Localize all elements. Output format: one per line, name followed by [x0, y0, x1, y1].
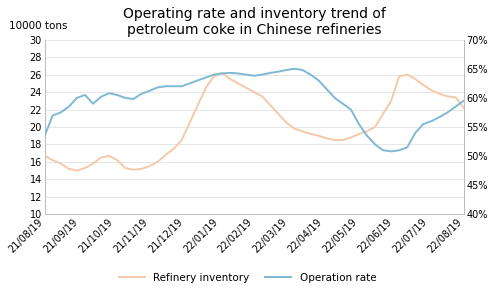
- Refinery inventory: [74, 169, 80, 172]
- Refinery inventory: [380, 112, 386, 116]
- Refinery inventory: [461, 106, 467, 109]
- Operation rate: [316, 79, 322, 82]
- Legend: Refinery inventory, Operation rate: Refinery inventory, Operation rate: [119, 273, 376, 283]
- Refinery inventory: [219, 71, 225, 74]
- Title: Operating rate and inventory trend of
petroleum coke in Chinese refineries: Operating rate and inventory trend of pe…: [123, 7, 386, 37]
- Operation rate: [292, 67, 297, 70]
- Line: Refinery inventory: Refinery inventory: [45, 73, 464, 171]
- Operation rate: [372, 143, 378, 146]
- Refinery inventory: [299, 129, 305, 133]
- Operation rate: [299, 68, 305, 72]
- Refinery inventory: [42, 154, 48, 157]
- Operation rate: [388, 150, 394, 153]
- Operation rate: [42, 134, 48, 137]
- Operation rate: [154, 86, 160, 89]
- Line: Operation rate: Operation rate: [45, 69, 464, 151]
- Refinery inventory: [332, 138, 338, 142]
- Text: 10000 tons: 10000 tons: [9, 21, 68, 31]
- Operation rate: [461, 99, 467, 102]
- Refinery inventory: [324, 136, 330, 140]
- Operation rate: [284, 68, 290, 72]
- Operation rate: [324, 87, 330, 91]
- Refinery inventory: [307, 132, 313, 136]
- Refinery inventory: [162, 153, 168, 157]
